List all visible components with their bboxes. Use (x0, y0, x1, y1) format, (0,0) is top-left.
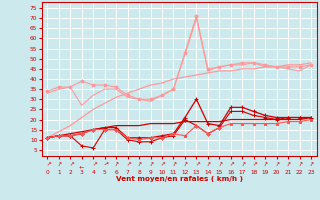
Text: ↑: ↑ (90, 161, 97, 168)
Text: ↑: ↑ (170, 161, 177, 168)
Text: ↑: ↑ (55, 161, 62, 168)
Text: ↑: ↑ (136, 161, 143, 168)
X-axis label: Vent moyen/en rafales ( km/h ): Vent moyen/en rafales ( km/h ) (116, 176, 243, 182)
Text: ↑: ↑ (296, 161, 303, 168)
Text: ↑: ↑ (79, 163, 84, 168)
Text: ↑: ↑ (308, 161, 315, 168)
Text: ↑: ↑ (284, 161, 292, 168)
Text: ↑: ↑ (67, 161, 74, 168)
Text: ↑: ↑ (44, 161, 51, 168)
Text: ↑: ↑ (216, 161, 223, 168)
Text: ↑: ↑ (239, 161, 246, 168)
Text: ↑: ↑ (124, 161, 131, 168)
Text: ↑: ↑ (262, 161, 269, 168)
Text: ↑: ↑ (101, 161, 108, 168)
Text: ↑: ↑ (181, 161, 188, 168)
Text: ↑: ↑ (227, 161, 235, 168)
Text: ↑: ↑ (193, 161, 200, 168)
Text: ↑: ↑ (204, 161, 212, 168)
Text: ↑: ↑ (158, 161, 166, 168)
Text: ↑: ↑ (113, 161, 120, 168)
Text: ↑: ↑ (250, 161, 257, 168)
Text: ↑: ↑ (147, 161, 154, 168)
Text: ↑: ↑ (273, 161, 280, 168)
